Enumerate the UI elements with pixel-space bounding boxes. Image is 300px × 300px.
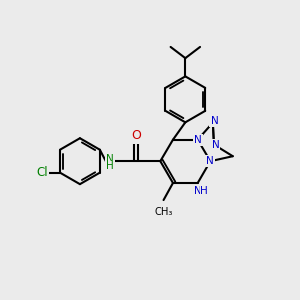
Text: N: N	[194, 186, 202, 196]
Text: CH₃: CH₃	[154, 206, 173, 217]
Text: N: N	[206, 156, 214, 166]
Text: N: N	[211, 116, 218, 126]
Text: Cl: Cl	[37, 166, 48, 179]
Text: O: O	[131, 129, 141, 142]
Text: N: N	[106, 154, 114, 164]
Text: H: H	[106, 161, 114, 172]
Text: N: N	[194, 135, 202, 145]
Text: N: N	[212, 140, 219, 150]
Text: H: H	[200, 186, 208, 196]
